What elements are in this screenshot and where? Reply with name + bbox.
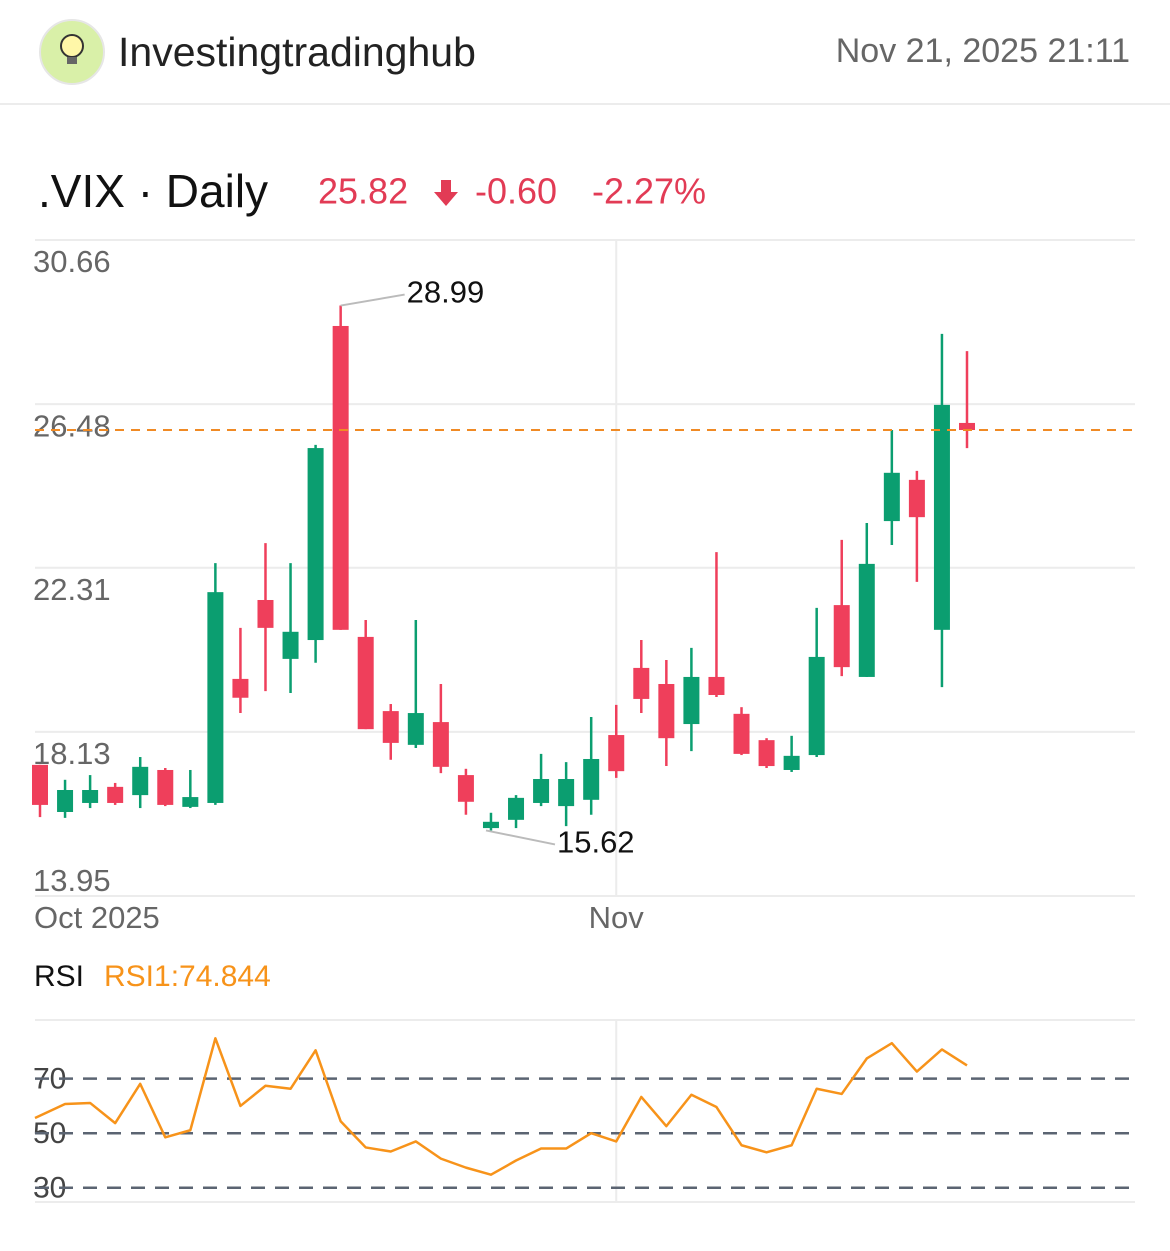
last-price: 25.82 <box>318 171 408 212</box>
candle-body <box>207 592 224 803</box>
candle-body <box>482 821 499 829</box>
candle-body <box>357 636 374 730</box>
annotation-leader <box>340 293 405 307</box>
chart-title: .VIX · Daily <box>38 165 268 217</box>
annotation-leader <box>485 829 556 846</box>
candle-body <box>407 713 424 745</box>
price-change-pct: -2.27% <box>592 171 706 212</box>
x-tick-label: Nov <box>589 900 645 935</box>
candle-body <box>508 797 525 820</box>
candle-body <box>683 676 700 725</box>
candle-body <box>908 479 925 518</box>
candle-body <box>883 472 900 522</box>
candle-body <box>533 779 550 803</box>
candle-body <box>608 735 625 772</box>
candle-body <box>457 775 474 802</box>
candle-body <box>633 667 650 699</box>
rsi-title: RSI <box>34 960 84 993</box>
price-change: -0.60 <box>475 171 557 212</box>
candle-body <box>558 779 575 807</box>
candle-body <box>808 656 825 756</box>
brand: Investingtradinghub <box>118 29 476 75</box>
candle-body <box>959 422 975 431</box>
candle-body <box>232 678 249 698</box>
candle-body <box>758 740 775 767</box>
x-tick-label: Oct 2025 <box>34 900 160 935</box>
candle-body <box>57 790 74 812</box>
candle-body <box>82 790 99 803</box>
y-tick-label: 26.48 <box>33 408 111 443</box>
candle-body <box>332 325 349 630</box>
y-tick-label: 30.66 <box>33 244 111 279</box>
logo-base <box>67 57 77 64</box>
y-tick-label: 22.31 <box>33 572 111 607</box>
candle-body <box>282 631 299 659</box>
candle-body <box>107 786 124 803</box>
down-arrow <box>434 180 458 206</box>
high-annotation: 28.99 <box>407 275 485 310</box>
candle-body <box>307 448 324 641</box>
candle-body <box>658 684 675 739</box>
candle-body <box>783 755 800 770</box>
candle-body <box>708 676 725 695</box>
candle-body <box>182 797 199 807</box>
legend-entry: RSI1:74.844 <box>104 960 271 993</box>
candle-body <box>858 563 875 677</box>
logo-bulb <box>60 34 84 58</box>
candle-body <box>933 404 950 630</box>
low-annotation: 15.62 <box>557 825 635 860</box>
candle-body <box>833 605 850 668</box>
candle-body <box>382 711 399 743</box>
y-tick-label: 13.95 <box>33 863 111 898</box>
candle-body <box>132 766 149 796</box>
rsi-line <box>34 1037 968 1176</box>
candle-body <box>432 722 449 767</box>
candle-body <box>32 764 48 805</box>
candle-body <box>733 713 750 754</box>
candle-body <box>257 599 274 628</box>
candle-body <box>157 769 174 805</box>
candle-body <box>583 758 600 800</box>
timestamp: Nov 21, 2025 21:11 <box>836 32 1130 70</box>
